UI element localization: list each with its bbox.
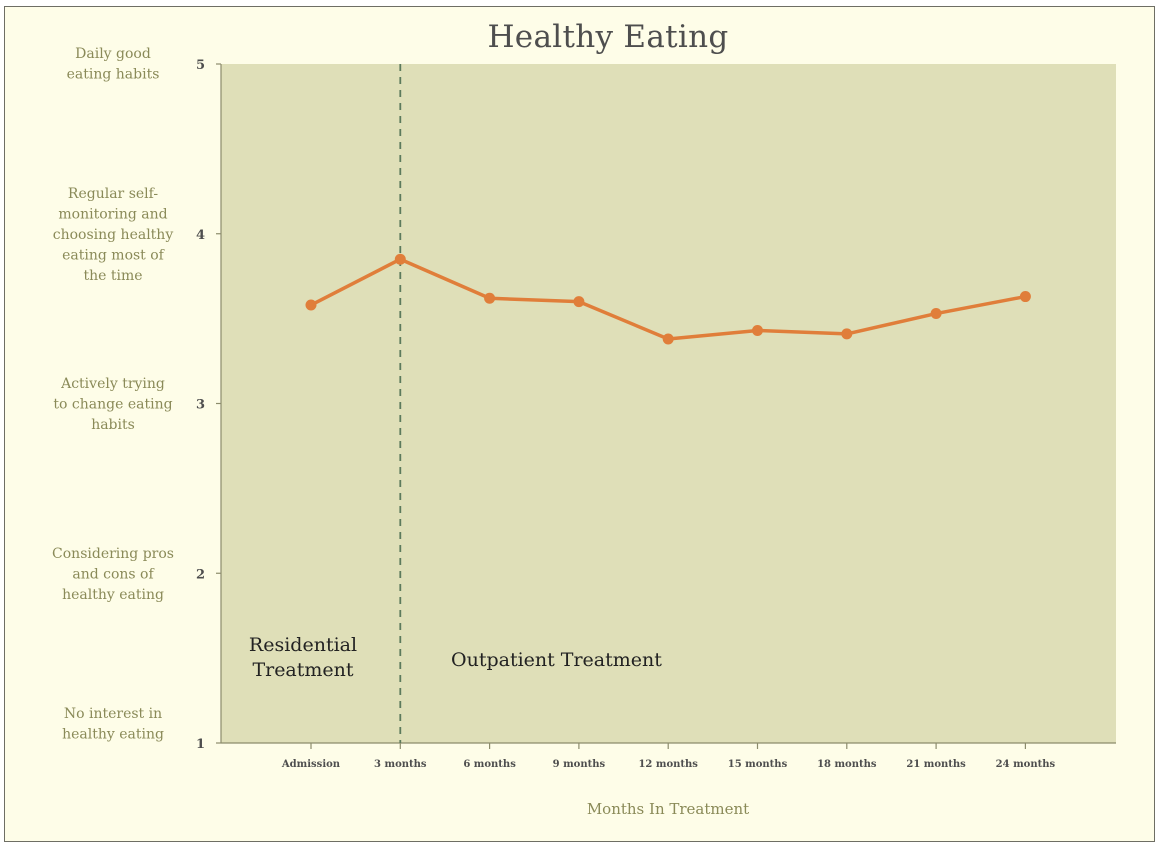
y-level-description-line: healthy eating: [62, 587, 164, 603]
x-tick-label: 21 months: [906, 759, 966, 770]
phase-label-outpatient: Outpatient Treatment: [451, 649, 662, 671]
chart-title: Healthy Eating: [487, 19, 728, 55]
y-level-description-line: healthy eating: [62, 727, 164, 743]
x-tick-label: 15 months: [728, 759, 788, 770]
y-tick-label: 5: [196, 58, 205, 73]
data-point: [573, 296, 585, 308]
y-level-description-line: eating habits: [67, 67, 160, 83]
data-point: [484, 292, 496, 304]
x-tick-label: 24 months: [996, 759, 1056, 770]
phase-label-line: Treatment: [252, 659, 353, 681]
y-level-description-line: Regular self-: [68, 186, 158, 202]
y-level-description: Considering pros and cons of healthy eatin…: [52, 546, 174, 603]
data-point: [930, 308, 942, 320]
y-level-description-line: monitoring and: [58, 206, 167, 222]
y-level-description-line: choosing healthy: [53, 227, 174, 243]
y-tick-labels: 1 2 3 4 5: [196, 58, 205, 752]
y-level-description-line: habits: [91, 417, 135, 433]
y-level-description: Daily good eating habits: [67, 46, 160, 83]
data-point: [305, 299, 317, 311]
y-level-description-line: No interest in: [64, 706, 162, 722]
y-level-description: No interest in healthy eating: [62, 706, 164, 743]
data-point: [662, 333, 674, 345]
y-level-description: Regular self-monitoring and choosing heal…: [53, 186, 174, 284]
axes: [216, 63, 1116, 749]
phase-labels: Residential Treatment Outpatient Treatment: [249, 634, 662, 681]
x-axis-label: Months In Treatment: [587, 800, 749, 818]
x-tick-label: 9 months: [553, 759, 606, 770]
data-point: [752, 325, 763, 337]
x-tick-label: 12 months: [638, 759, 698, 770]
y-level-description-line: Actively trying: [60, 376, 165, 392]
y-level-description: Actively trying to change eating habits: [53, 376, 172, 433]
y-tick-label: 4: [196, 228, 205, 243]
plot-area: [221, 64, 1116, 743]
data-point: [1019, 291, 1031, 303]
x-tick-label: 6 months: [463, 759, 516, 770]
y-level-description-line: eating most of: [62, 247, 166, 263]
x-tick-label: 18 months: [817, 759, 877, 770]
y-tick-label: 1: [196, 737, 205, 752]
data-point: [394, 253, 406, 265]
x-tick-label: 3 months: [374, 759, 427, 770]
chart-frame: Healthy Eating Daily good eating habits Re…: [4, 6, 1155, 842]
x-tick-label: Admission: [281, 759, 341, 770]
data-point: [841, 328, 853, 340]
y-tick-label: 2: [196, 567, 205, 582]
phase-label-residential: Residential Treatment: [249, 634, 357, 681]
y-level-description-line: Daily good: [75, 46, 151, 62]
y-level-description-line: and cons of: [72, 566, 155, 582]
healthy-eating-line-chart: Healthy Eating Daily good eating habits Re…: [52, 19, 1116, 818]
y-level-description-line: Considering pros: [52, 546, 174, 562]
y-tick-label: 3: [196, 398, 205, 413]
phase-label-line: Residential: [249, 634, 357, 656]
y-level-description-line: to change eating: [53, 397, 172, 413]
y-level-descriptions: Daily good eating habits Regular self-moni…: [52, 46, 174, 743]
x-tick-labels: Admission 3 months 6 months 9 months 12 mont…: [281, 759, 1056, 770]
y-level-description-line: the time: [83, 268, 142, 284]
phase-label-line: Outpatient Treatment: [451, 649, 662, 671]
series-group: [305, 253, 1031, 345]
